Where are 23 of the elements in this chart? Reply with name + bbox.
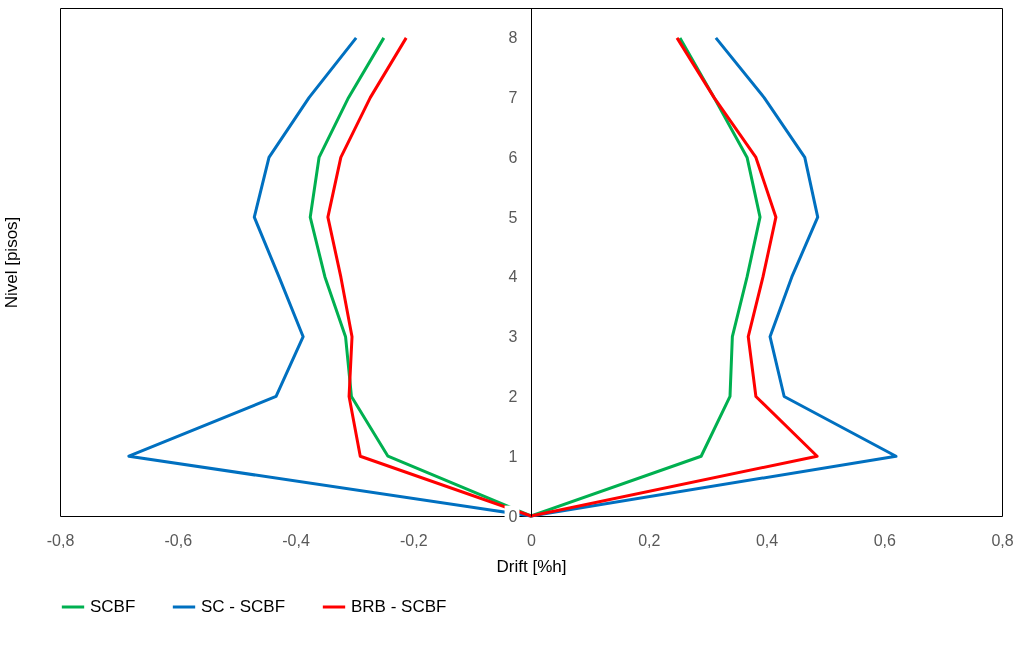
x-tick-label: 0,4 xyxy=(755,531,779,549)
x-tick-label: -0,4 xyxy=(282,531,310,549)
x-tick-label: -0,2 xyxy=(399,531,428,549)
y-axis-title: Nivel [pisos] xyxy=(1,216,21,309)
y-tick-label: 6 xyxy=(508,148,518,166)
x-tick-label: 0,2 xyxy=(638,531,661,549)
y-tick-label: 2 xyxy=(508,387,518,405)
y-tick-label: 5 xyxy=(508,208,518,226)
x-tick-label: -0,8 xyxy=(46,531,75,549)
y-tick-label: 0 xyxy=(508,507,518,525)
y-tick-label: 4 xyxy=(508,268,518,286)
y-tick-label: 1 xyxy=(508,447,518,465)
x-tick-label: -0,6 xyxy=(164,531,193,549)
x-tick-label: 0,6 xyxy=(873,531,896,549)
x-axis-title: Drift [%h] xyxy=(496,556,567,576)
y-tick-label: 8 xyxy=(508,29,518,47)
legend-label: SC - SCBF xyxy=(201,597,286,616)
y-tick-label: 7 xyxy=(508,89,518,107)
y-tick-label: 3 xyxy=(508,328,518,346)
x-tick-label: 0,8 xyxy=(991,531,1014,549)
legend-label: SCBF xyxy=(90,597,136,616)
x-tick-label: 0 xyxy=(527,531,537,549)
legend-label: BRB - SCBF xyxy=(351,597,447,616)
